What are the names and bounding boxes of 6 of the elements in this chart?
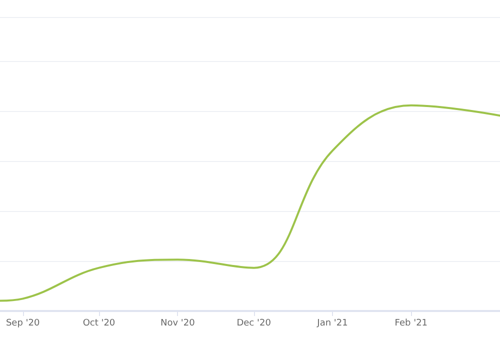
x-tick-label: Oct '20 [82, 318, 116, 328]
x-tick-label: Sep '20 [6, 318, 40, 328]
x-tick-label: Jan '21 [316, 318, 348, 328]
x-tick-label: Feb '21 [394, 318, 428, 328]
x-tick-label: Dec '20 [236, 318, 272, 328]
x-tick-label: Nov '20 [160, 318, 196, 328]
